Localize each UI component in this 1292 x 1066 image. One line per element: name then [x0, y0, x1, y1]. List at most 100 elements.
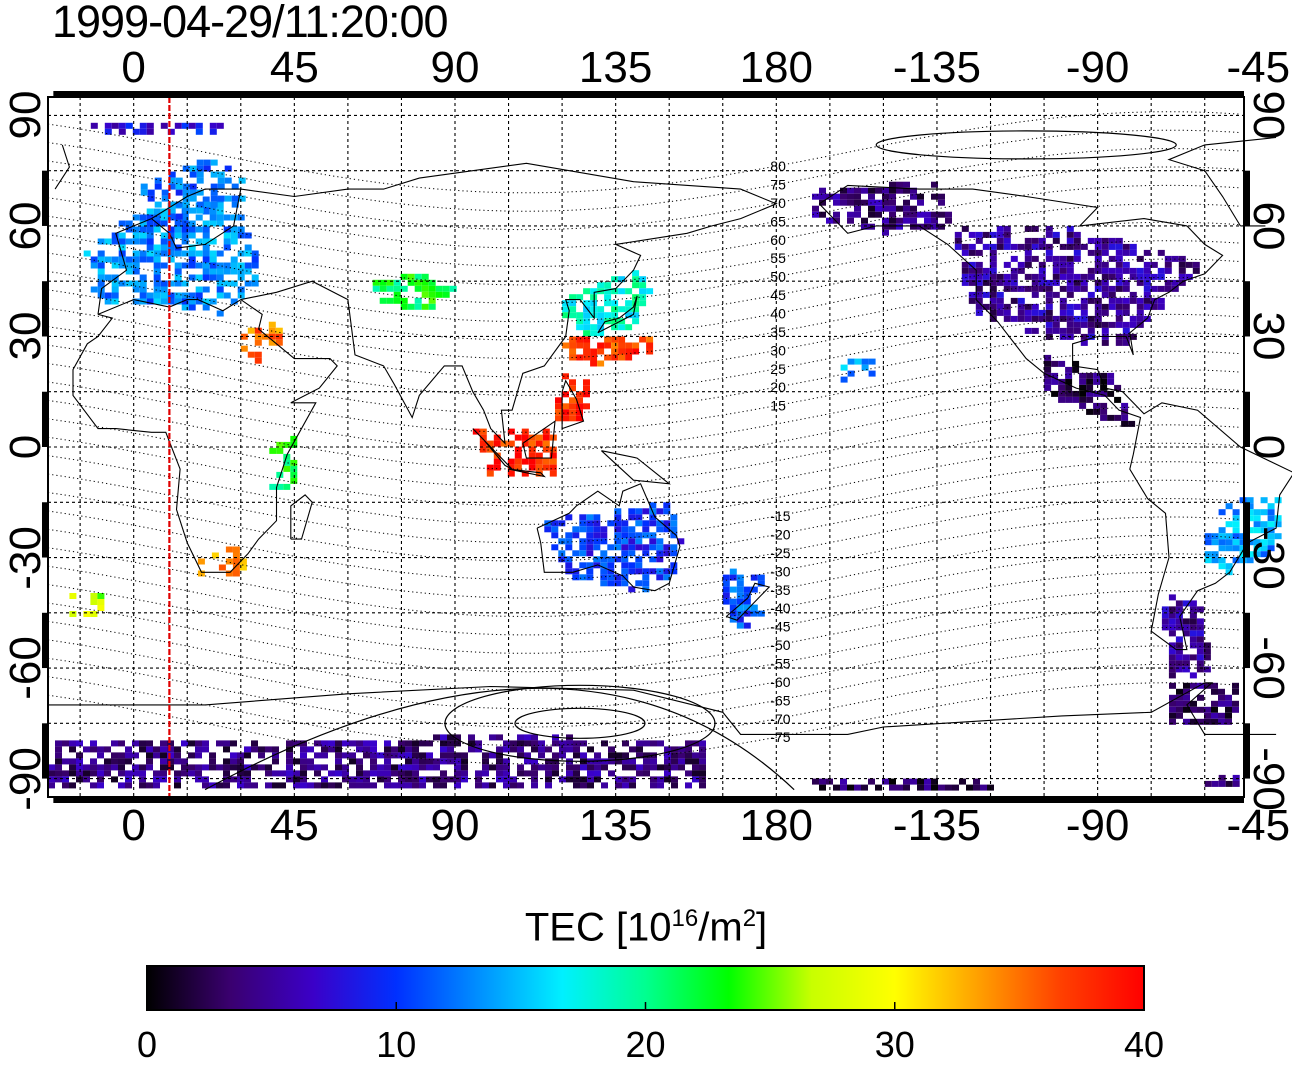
- tec-cell: [573, 776, 580, 783]
- tec-cell: [268, 327, 276, 334]
- tec-cell: [861, 187, 868, 194]
- tec-cell: [1087, 237, 1095, 244]
- tec-cell: [1080, 273, 1088, 280]
- tec-cell: [195, 122, 203, 129]
- tec-cell: [982, 303, 990, 310]
- tec-cell: [97, 292, 105, 299]
- tec-cell: [223, 770, 230, 777]
- tec-cell: [290, 459, 298, 466]
- tec-cell: [854, 211, 861, 218]
- tec-cell: [968, 243, 976, 250]
- tec-cell: [111, 286, 119, 293]
- tec-cell: [125, 268, 133, 275]
- tec-cell: [1108, 273, 1116, 280]
- tec-cell: [286, 758, 293, 765]
- tec-cell: [1203, 666, 1211, 673]
- border-segment: [42, 391, 48, 447]
- contour-label: -40: [770, 600, 790, 616]
- tec-cell: [628, 586, 636, 593]
- tec-cell: [663, 520, 671, 527]
- tec-cell: [1115, 273, 1123, 280]
- tec-cell: [569, 403, 576, 410]
- tec-cell: [428, 297, 436, 304]
- tec-cell: [583, 288, 591, 295]
- tec-cell: [195, 128, 203, 135]
- tec-cell: [924, 217, 931, 224]
- tec-cell: [300, 776, 307, 783]
- tec-cell: [209, 262, 217, 269]
- tec-cell: [538, 746, 545, 753]
- tec-cell: [1101, 249, 1109, 256]
- lat-tick-right: -90: [1244, 746, 1292, 811]
- tec-cell: [1052, 255, 1060, 262]
- tec-cell: [195, 770, 202, 777]
- tec-cell: [1024, 285, 1032, 292]
- tec-cell: [174, 274, 182, 281]
- tec-cell: [132, 764, 139, 771]
- tec-cell: [1176, 700, 1183, 707]
- tec-cell: [650, 764, 657, 771]
- tec-cell: [230, 752, 237, 759]
- tec-cell: [188, 274, 196, 281]
- tec-cell: [507, 440, 515, 447]
- tec-cell: [1136, 297, 1144, 304]
- tec-cell: [111, 752, 118, 759]
- tec-cell: [167, 746, 174, 753]
- tec-cell: [202, 250, 210, 257]
- tec-cell: [1066, 255, 1074, 262]
- tec-cell: [1031, 237, 1039, 244]
- tec-cell: [896, 217, 903, 224]
- tec-cell: [590, 354, 598, 361]
- tec-cell: [496, 764, 503, 771]
- tec-cell: [583, 306, 591, 313]
- tec-cell: [656, 508, 664, 515]
- tec-cell: [224, 165, 232, 172]
- tec-cell: [97, 599, 105, 605]
- tec-cell: [1253, 515, 1261, 522]
- contour-line: [47, 387, 1241, 470]
- tec-cell: [646, 342, 654, 349]
- tec-cell: [55, 752, 62, 759]
- tec-cell: [1010, 297, 1018, 304]
- tec-cell: [265, 770, 272, 777]
- tec-cell: [188, 226, 196, 233]
- tec-cell: [968, 291, 976, 298]
- tec-cell: [910, 211, 917, 218]
- tec-cell: [1101, 291, 1109, 298]
- tec-cell: [517, 746, 524, 753]
- tec-cell: [139, 122, 147, 129]
- tec-cell: [182, 189, 190, 196]
- tec-cell: [618, 324, 626, 331]
- tec-cell: [293, 740, 300, 747]
- tec-cell: [1169, 712, 1176, 719]
- tec-cell: [1079, 378, 1087, 385]
- tec-cell: [1059, 273, 1067, 280]
- tec-cell: [503, 764, 510, 771]
- tec-cell: [663, 568, 671, 575]
- tec-cell: [975, 285, 983, 292]
- tec-cell: [924, 211, 931, 218]
- tec-cell: [1171, 279, 1179, 286]
- tec-cell: [160, 758, 167, 765]
- tec-cell: [195, 740, 202, 747]
- tec-cell: [931, 211, 938, 218]
- tec-cell: [1093, 372, 1101, 379]
- tec-cell: [1101, 261, 1109, 268]
- tec-cell: [982, 279, 990, 286]
- tec-cell: [111, 238, 119, 245]
- tec-cell: [614, 514, 622, 521]
- tec-cell: [531, 746, 538, 753]
- tec-cell: [196, 171, 204, 178]
- lat-tick-right: 90: [1244, 90, 1292, 140]
- tec-cell: [1044, 366, 1052, 373]
- tec-cell: [1003, 243, 1011, 250]
- tec-cell: [269, 483, 277, 490]
- tec-cell: [924, 778, 931, 785]
- tec-cell: [1129, 243, 1137, 250]
- tec-cell: [468, 734, 475, 741]
- tec-cell: [692, 752, 699, 759]
- tec-cell: [1196, 636, 1204, 643]
- tec-cell: [188, 764, 195, 771]
- tec-cell: [147, 195, 155, 202]
